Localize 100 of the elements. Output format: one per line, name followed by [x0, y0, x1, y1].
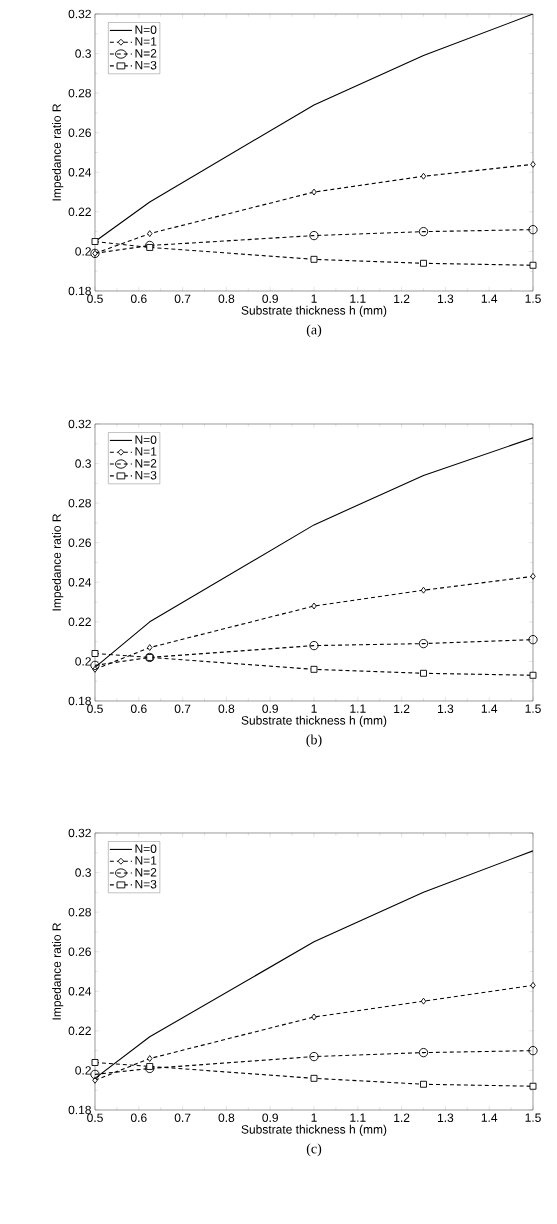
legend-label: N=3 — [135, 60, 157, 70]
point — [91, 238, 99, 245]
x-tick-label: 0.6 — [130, 704, 147, 714]
point — [418, 226, 429, 237]
point — [147, 644, 153, 652]
y-tick-label: 0.18 — [68, 696, 91, 706]
y-axis-title: Impedance ratio R — [52, 104, 64, 201]
point — [420, 669, 427, 677]
x-tick-label: 1.1 — [350, 1113, 366, 1122]
point — [530, 572, 536, 580]
x-tick-label: 0.5 — [87, 704, 103, 714]
x-tick-label: 0.7 — [174, 704, 191, 714]
point — [309, 640, 319, 651]
legend-label: N=1 — [135, 856, 157, 865]
x-tick-label: 1.5 — [525, 704, 541, 713]
point — [310, 665, 318, 673]
x-tick-label: 0.8 — [218, 704, 235, 714]
point — [528, 635, 538, 645]
x-tick-label: 0.7 — [174, 294, 191, 304]
y-tick-label: 0.26 — [68, 538, 91, 547]
legend-label: N=1 — [135, 37, 157, 46]
point — [91, 1059, 99, 1066]
y-tick-label: 0.24 — [68, 578, 92, 587]
x-tick-label: 1.4 — [481, 704, 498, 713]
y-tick-label: 0.3 — [75, 459, 91, 468]
text: (c) — [306, 1143, 322, 1157]
x-tick-label: 0.8 — [218, 294, 235, 304]
point — [311, 602, 317, 610]
point — [529, 1082, 537, 1090]
x-axis-title: Substrate thickness h (mm) — [241, 1124, 387, 1137]
x-tick-label: 1.3 — [437, 1113, 454, 1123]
point — [147, 1055, 153, 1062]
y-tick-label: 0.24 — [68, 987, 92, 996]
legend-label: N=1 — [135, 447, 157, 456]
x-tick-label: 1.5 — [525, 294, 541, 303]
point — [146, 1063, 154, 1070]
point — [91, 650, 99, 657]
y-tick-label: 0.18 — [68, 1105, 91, 1115]
point — [147, 230, 153, 238]
point — [529, 671, 537, 679]
x-tick-label: 0.6 — [130, 1113, 147, 1123]
point — [310, 1074, 318, 1082]
x-tick-label: 1.2 — [394, 294, 410, 303]
legend-label: N=0 — [135, 435, 157, 444]
y-tick-label: 0.22 — [68, 617, 91, 627]
y-tick-label: 0.22 — [68, 207, 91, 217]
x-tick-label: 1.3 — [437, 294, 454, 304]
x-tick-label: 1.3 — [437, 704, 454, 714]
x-tick-label: 0.5 — [87, 1113, 103, 1123]
x-axis-title: Substrate thickness h (mm) — [241, 715, 387, 728]
point — [420, 259, 427, 267]
x-tick-label: 1 — [311, 704, 317, 713]
x-tick-label: 1.1 — [350, 704, 366, 713]
point — [146, 244, 154, 251]
y-tick-label: 0.3 — [75, 868, 91, 877]
legend-label: N=2 — [135, 459, 157, 468]
point — [528, 1046, 538, 1056]
text: (b) — [306, 734, 322, 748]
legend-label: N=3 — [135, 879, 157, 889]
y-tick-label: 0.2 — [75, 247, 91, 256]
legend-label: N=3 — [135, 470, 157, 480]
point — [420, 1080, 427, 1088]
x-tick-label: 1.4 — [481, 1113, 498, 1122]
y-tick-label: 0.28 — [68, 907, 91, 917]
point — [530, 160, 536, 168]
point — [90, 1069, 100, 1080]
legend-label: N=2 — [135, 49, 157, 58]
y-tick-label: 0.26 — [68, 947, 91, 956]
y-tick-label: 0.32 — [68, 9, 91, 19]
x-tick-label: 1.5 — [525, 1113, 541, 1122]
y-tick-label: 0.32 — [68, 828, 91, 838]
text: (a) — [306, 324, 322, 338]
point — [420, 586, 427, 594]
y-tick-label: 0.24 — [68, 168, 92, 177]
y-tick-label: 0.2 — [75, 1066, 91, 1075]
point — [420, 172, 427, 180]
y-tick-label: 0.26 — [68, 128, 91, 137]
x-tick-label: 0.9 — [262, 294, 278, 304]
x-tick-label: 0.6 — [130, 294, 147, 304]
y-tick-label: 0.2 — [75, 657, 91, 666]
point — [418, 638, 429, 649]
point — [309, 1051, 319, 1062]
x-tick-label: 0.8 — [218, 1113, 235, 1123]
point — [310, 255, 318, 263]
x-tick-label: 1 — [311, 294, 317, 303]
point — [311, 1013, 317, 1021]
y-axis-title: Impedance ratio R — [52, 514, 64, 611]
x-tick-label: 0.5 — [87, 294, 103, 304]
x-tick-label: 1.1 — [350, 294, 366, 303]
y-tick-label: 0.18 — [68, 286, 91, 296]
y-tick-label: 0.28 — [68, 498, 91, 508]
x-tick-label: 0.9 — [262, 704, 278, 714]
y-tick-label: 0.32 — [68, 419, 91, 429]
point — [90, 660, 100, 671]
legend-label: N=0 — [135, 25, 157, 34]
point — [528, 225, 538, 235]
y-tick-label: 0.22 — [68, 1026, 91, 1036]
x-tick-label: 1.2 — [394, 1113, 410, 1122]
point — [418, 1047, 429, 1058]
y-tick-label: 0.28 — [68, 88, 91, 98]
